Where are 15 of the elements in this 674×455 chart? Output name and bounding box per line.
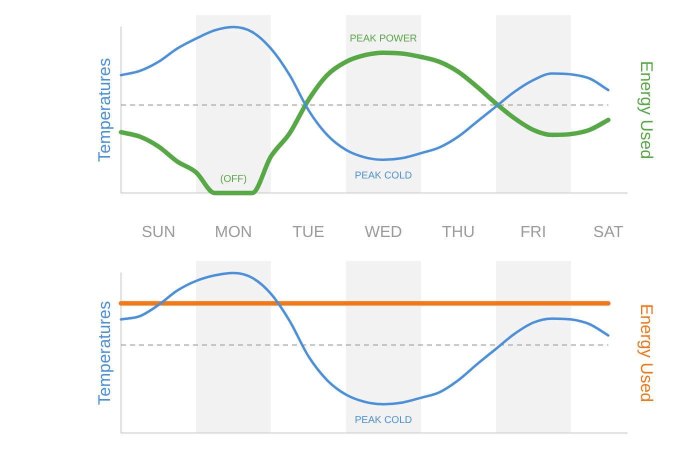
annotation: (OFF) <box>220 174 247 185</box>
y2-axis-title: Energy Used <box>637 304 656 402</box>
x-tick-label: FRI <box>520 224 546 242</box>
y-axis-title: Temperatures <box>94 301 114 405</box>
y-axis-title: Temperatures <box>94 58 114 162</box>
x-tick-label: WED <box>364 224 402 242</box>
annotation: PEAK POWER <box>350 33 417 44</box>
x-tick-label: TUE <box>292 224 324 242</box>
x-tick-label: THU <box>442 224 475 242</box>
annotation: PEAK COLD <box>354 170 412 182</box>
x-tick-label: SUN <box>142 224 176 242</box>
annotation: PEAK COLD <box>354 414 412 426</box>
x-tick-label: MON <box>214 224 252 242</box>
y2-axis-title: Energy Used <box>637 60 656 160</box>
x-tick-label: SAT <box>593 224 624 242</box>
